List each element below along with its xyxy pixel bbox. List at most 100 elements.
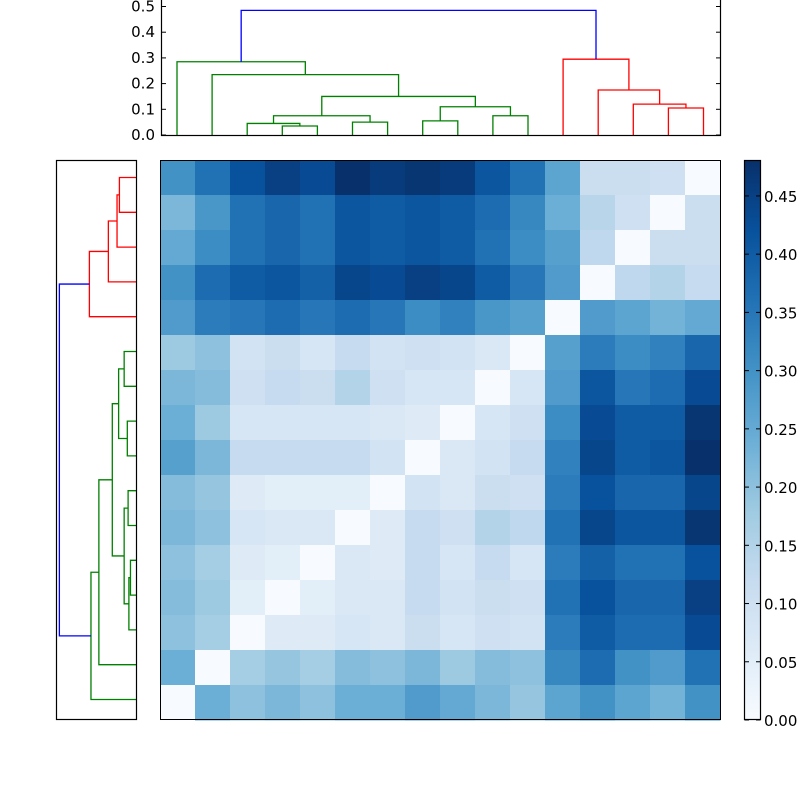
heatmap-cell bbox=[160, 265, 196, 301]
heatmap-cell bbox=[370, 195, 406, 231]
top-dendrogram-frame bbox=[160, 0, 722, 137]
heatmap-cell bbox=[510, 650, 546, 686]
heatmap-cell bbox=[405, 160, 441, 196]
heatmap-cell bbox=[405, 440, 441, 476]
heatmap-cell bbox=[615, 510, 651, 546]
heatmap-cell bbox=[580, 230, 616, 266]
heatmap-cell bbox=[580, 300, 616, 336]
heatmap-cell bbox=[580, 650, 616, 686]
heatmap-cell bbox=[650, 650, 686, 686]
heatmap-cell bbox=[510, 230, 546, 266]
heatmap-cell bbox=[230, 440, 266, 476]
heatmap-cell bbox=[580, 545, 616, 581]
heatmap-cell bbox=[650, 335, 686, 371]
heatmap-cell bbox=[545, 685, 581, 721]
heatmap-cell bbox=[300, 580, 336, 616]
heatmap-cell bbox=[685, 510, 721, 546]
heatmap-cell bbox=[405, 650, 441, 686]
heatmap-cell bbox=[160, 685, 196, 721]
heatmap-cell bbox=[195, 370, 231, 406]
heatmap-cell bbox=[405, 475, 441, 511]
heatmap-cell bbox=[440, 615, 476, 651]
heatmap-cell bbox=[650, 615, 686, 651]
colorbar-ticks: 0.00 0.05 0.10 0.15 0.20 0.25 0.30 0.35 0.40 0.45 bbox=[744, 188, 797, 730]
ytick-label: 0.3 bbox=[131, 49, 155, 67]
heatmap-cell bbox=[335, 475, 371, 511]
heatmap-cell bbox=[650, 405, 686, 441]
heatmap-cell bbox=[685, 335, 721, 371]
heatmap-cell bbox=[405, 265, 441, 301]
heatmap-cell bbox=[685, 405, 721, 441]
heatmap-cell bbox=[230, 230, 266, 266]
heatmap-cell bbox=[265, 370, 301, 406]
heatmap-cell bbox=[475, 195, 511, 231]
heatmap-cell bbox=[580, 160, 616, 196]
heatmap-cell bbox=[160, 650, 196, 686]
heatmap-cell bbox=[475, 370, 511, 406]
ytick-label: 0.0 bbox=[131, 126, 155, 144]
heatmap-cell bbox=[580, 370, 616, 406]
heatmap-cell bbox=[195, 265, 231, 301]
dendrogram-link bbox=[562, 58, 630, 135]
heatmap-cell bbox=[370, 230, 406, 266]
dendrogram-link bbox=[422, 120, 459, 135]
heatmap-cell bbox=[650, 230, 686, 266]
heatmap-cell bbox=[370, 650, 406, 686]
heatmap-cell bbox=[335, 195, 371, 231]
heatmap-cell bbox=[405, 195, 441, 231]
heatmap-cell bbox=[265, 335, 301, 371]
heatmap-cell bbox=[265, 580, 301, 616]
heatmap-cell bbox=[370, 370, 406, 406]
heatmap-cell bbox=[475, 300, 511, 336]
heatmap-cell bbox=[580, 475, 616, 511]
heatmap-cell bbox=[370, 475, 406, 511]
heatmap-cell bbox=[300, 265, 336, 301]
heatmap-cell bbox=[545, 440, 581, 476]
heatmap-cell bbox=[300, 475, 336, 511]
heatmap-cell bbox=[300, 685, 336, 721]
heatmap-cell bbox=[475, 405, 511, 441]
dendrogram-link bbox=[351, 121, 389, 135]
heatmap bbox=[160, 160, 721, 721]
heatmap-cell bbox=[370, 615, 406, 651]
heatmap-cell bbox=[370, 300, 406, 336]
heatmap-cell bbox=[160, 405, 196, 441]
heatmap-cell bbox=[510, 300, 546, 336]
heatmap-cell bbox=[615, 300, 651, 336]
heatmap-cell bbox=[405, 580, 441, 616]
heatmap-cell bbox=[405, 510, 441, 546]
heatmap-cell bbox=[230, 685, 266, 721]
top-dendrogram: 0.0 0.1 0.2 0.3 0.4 0.5 bbox=[131, 0, 722, 144]
heatmap-cell bbox=[685, 580, 721, 616]
heatmap-cell bbox=[300, 160, 336, 196]
heatmap-cell bbox=[580, 685, 616, 721]
colorbar-tick-label: 0.45 bbox=[764, 188, 797, 206]
heatmap-cell bbox=[545, 335, 581, 371]
heatmap-cell bbox=[510, 475, 546, 511]
heatmap-cell bbox=[265, 650, 301, 686]
left-dendrogram-frame bbox=[55, 159, 138, 721]
heatmap-cell bbox=[615, 265, 651, 301]
heatmap-frame bbox=[160, 160, 721, 720]
heatmap-cell bbox=[405, 615, 441, 651]
dendrogram-link bbox=[88, 250, 136, 318]
heatmap-cell bbox=[335, 335, 371, 371]
ytick-label: 0.1 bbox=[131, 100, 155, 118]
heatmap-cell bbox=[650, 580, 686, 616]
heatmap-cell bbox=[370, 265, 406, 301]
heatmap-cell bbox=[265, 160, 301, 196]
heatmap-cell bbox=[615, 580, 651, 616]
heatmap-cell bbox=[475, 580, 511, 616]
heatmap-cell bbox=[370, 510, 406, 546]
heatmap-cell bbox=[195, 230, 231, 266]
heatmap-cell bbox=[265, 545, 301, 581]
heatmap-cell bbox=[475, 615, 511, 651]
heatmap-cell bbox=[475, 510, 511, 546]
heatmap-cell bbox=[650, 685, 686, 721]
heatmap-cell bbox=[650, 300, 686, 336]
heatmap-cell bbox=[300, 510, 336, 546]
heatmap-cell bbox=[615, 475, 651, 511]
heatmap-cell bbox=[545, 615, 581, 651]
heatmap-cell bbox=[440, 160, 476, 196]
heatmap-cell bbox=[510, 265, 546, 301]
